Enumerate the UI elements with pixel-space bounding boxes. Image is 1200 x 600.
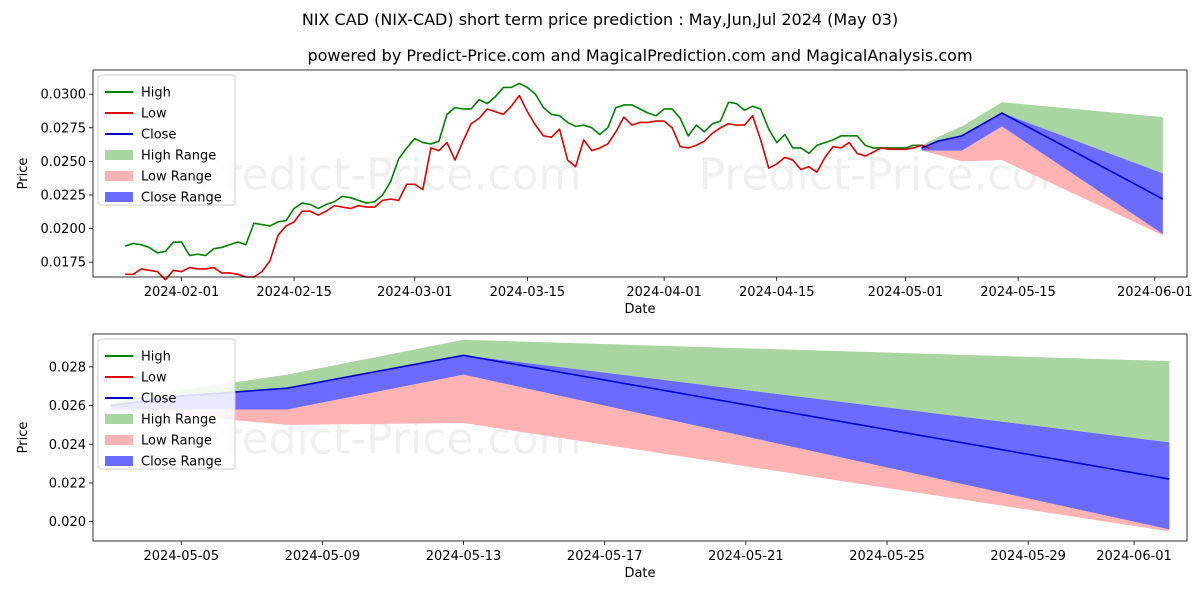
legend-label-low: Low [141,371,167,386]
x-tick-label: 2024-05-05 [143,549,219,564]
y-tick-label: 0.026 [49,399,86,414]
x-tick-label: 2024-02-01 [144,285,220,300]
y-tick-label: 0.0200 [41,222,87,237]
legend-swatch-close-range [105,456,133,466]
high-range-area [110,339,1170,443]
legend-label-high-range: High Range [141,149,216,164]
legend-label-high: High [141,350,171,365]
plot-frame [92,333,1188,542]
top-plot: Predict-Price.com Predict-Price.com2024-0… [16,69,1193,317]
legend-swatch-high-range [105,150,133,160]
chart-subtitle: powered by Predict-Price.com and Magical… [307,46,972,65]
x-tick-label: 2024-05-09 [285,549,361,564]
y-axis-label: Price [16,422,31,454]
y-tick-label: 0.0250 [41,155,87,170]
x-tick-label: 2024-05-01 [868,285,944,300]
y-axis-label: Price [16,158,31,190]
y-tick-label: 0.0175 [41,256,87,271]
legend-swatch-low-range [105,171,133,181]
legend-swatch-close-range [105,192,133,202]
y-tick-label: 0.0275 [41,121,87,136]
low-range-area [110,374,1170,532]
y-tick-label: 0.0300 [41,88,87,103]
y-tick-label: 0.0225 [41,189,87,204]
watermark-text: Predict-Price.com [199,150,582,201]
low-range-area [921,126,1163,236]
x-tick-label: 2024-06-01 [1096,549,1172,564]
low-series-line [125,94,930,281]
x-tick-label: 2024-02-15 [256,285,332,300]
legend-label-close-range: Close Range [141,455,222,470]
x-tick-label: 2024-04-15 [739,285,815,300]
y-tick-label: 0.024 [49,438,86,453]
x-axis-label: Date [624,566,655,581]
legend-label-close-range: Close Range [141,191,222,206]
y-tick-label: 0.028 [49,360,86,375]
legend-label-low: Low [141,107,167,122]
x-axis-label: Date [624,302,655,317]
high-series-line [124,82,930,257]
x-tick-label: 2024-05-29 [990,549,1066,564]
x-tick-label: 2024-06-01 [1117,285,1193,300]
x-tick-label: 2024-05-25 [849,549,925,564]
x-tick-label: 2024-05-13 [426,549,502,564]
x-tick-label: 2024-03-01 [377,285,453,300]
x-tick-label: 2024-03-15 [490,285,566,300]
bottom-plot: Predict-Price.comPredict-Price.com2024-0… [16,333,1188,581]
legend-label-low-range: Low Range [141,434,212,449]
legend-label-low-range: Low Range [141,170,212,185]
x-tick-label: 2024-05-21 [708,549,784,564]
x-tick-label: 2024-04-01 [626,285,702,300]
x-tick-label: 2024-05-15 [980,285,1056,300]
y-tick-label: 0.020 [49,515,86,530]
legend-swatch-low-range [105,435,133,445]
x-tick-label: 2024-05-17 [567,549,643,564]
legend-label-high: High [141,86,171,101]
plot-frame [92,69,1188,278]
legend-label-close: Close [141,128,176,143]
legend-swatch-high-range [105,414,133,424]
y-tick-label: 0.022 [49,476,86,491]
chart-title: NIX CAD (NIX-CAD) short term price predi… [302,10,898,29]
legend-label-close: Close [141,392,176,407]
legend-label-high-range: High Range [141,413,216,428]
high-range-area [921,102,1163,174]
close-series-line [921,112,1164,200]
